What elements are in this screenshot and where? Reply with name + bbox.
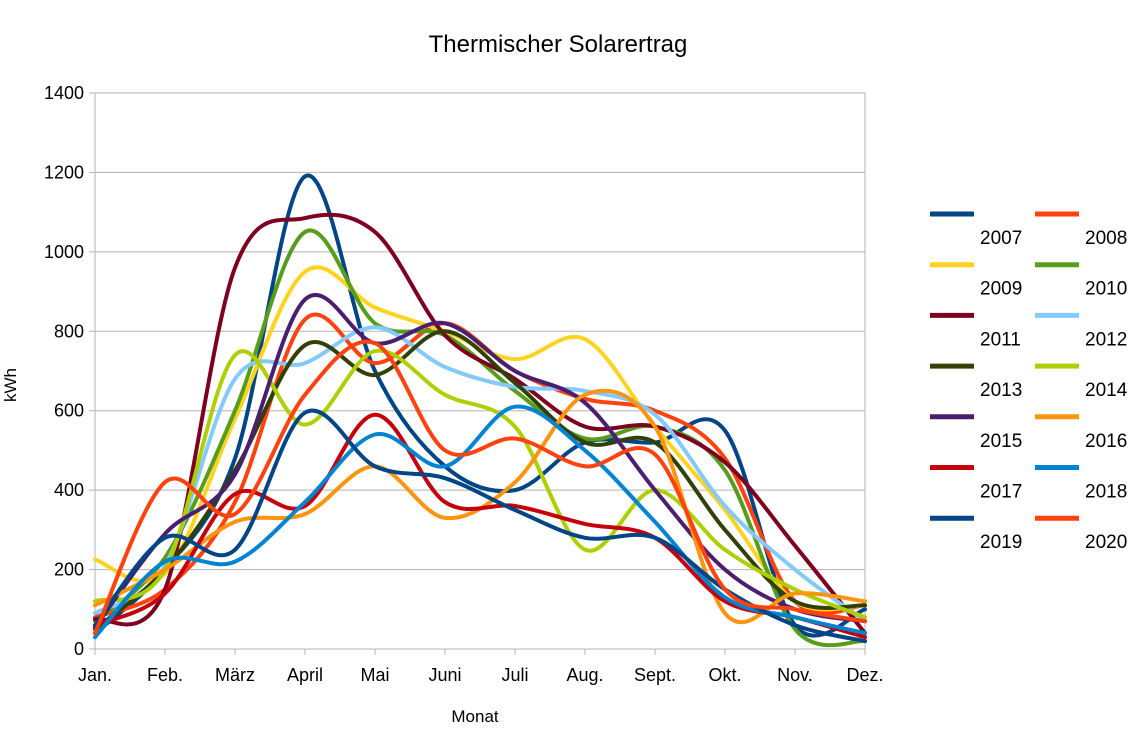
x-tick-label: Aug. <box>566 665 603 685</box>
legend-label-2013: 2013 <box>980 380 1022 401</box>
legend-label-2020: 2020 <box>1085 532 1127 553</box>
series-line-2012 <box>93 325 867 624</box>
series-line-2018 <box>93 404 867 640</box>
chart-title: Thermischer Solarertrag <box>429 31 688 58</box>
grid <box>89 92 866 655</box>
legend-label-2007: 2007 <box>980 228 1022 249</box>
legend-label-2018: 2018 <box>1085 482 1127 503</box>
x-tick-label: Juni <box>428 665 461 685</box>
series-line-2011 <box>93 212 867 636</box>
series-line-2016 <box>93 388 867 625</box>
legend-label-2012: 2012 <box>1085 329 1127 350</box>
series-line-2020 <box>93 339 867 636</box>
x-tick-label: Nov. <box>777 665 813 685</box>
x-axis-ticks: Jan. Feb. März April Mai Juni Juli Aug. Sept. Okt… <box>78 665 884 685</box>
y-axis-ticks: 0 200 400 600 800 1000 1200 1400 <box>44 83 84 659</box>
y-tick-label: 200 <box>54 560 84 580</box>
series-line-2014 <box>93 348 867 620</box>
y-axis-label: kWh <box>1 368 20 402</box>
legend-label-2009: 2009 <box>980 279 1022 300</box>
x-tick-label: Sept. <box>634 665 676 685</box>
series-line-2015 <box>93 292 867 630</box>
y-tick-label: 600 <box>54 401 84 421</box>
y-tick-label: 800 <box>54 321 84 341</box>
y-tick-label: 1200 <box>44 162 84 182</box>
series-line-2010 <box>93 228 867 648</box>
legend-label-2008: 2008 <box>1085 228 1127 249</box>
legend-label-2019: 2019 <box>980 532 1022 553</box>
legend-label-2011: 2011 <box>980 329 1021 350</box>
legend-label-2016: 2016 <box>1085 431 1127 452</box>
legend: 2007 2008 2009 2010 2011 2012 2013 2014 2015 2016… <box>930 211 1128 553</box>
legend-label-2010: 2010 <box>1085 279 1127 300</box>
legend-label-2014: 2014 <box>1085 380 1128 401</box>
legend-label-2017: 2017 <box>980 482 1022 503</box>
x-axis-label: Monat <box>451 707 499 726</box>
x-tick-label: März <box>215 665 255 685</box>
legend-label-2015: 2015 <box>980 431 1022 452</box>
x-tick-label: Okt. <box>708 665 741 685</box>
x-tick-label: Mai <box>360 665 389 685</box>
y-tick-label: 1400 <box>44 83 84 103</box>
series-line-2017 <box>93 412 867 640</box>
plot-area <box>93 173 867 648</box>
x-tick-label: Dez. <box>846 665 883 685</box>
y-tick-label: 0 <box>74 639 84 659</box>
x-tick-label: Jan. <box>78 665 112 685</box>
x-tick-label: Feb. <box>147 665 183 685</box>
x-tick-label: Juli <box>501 665 528 685</box>
y-tick-label: 400 <box>54 480 84 500</box>
x-tick-label: April <box>287 665 323 685</box>
y-tick-label: 1000 <box>44 242 84 262</box>
